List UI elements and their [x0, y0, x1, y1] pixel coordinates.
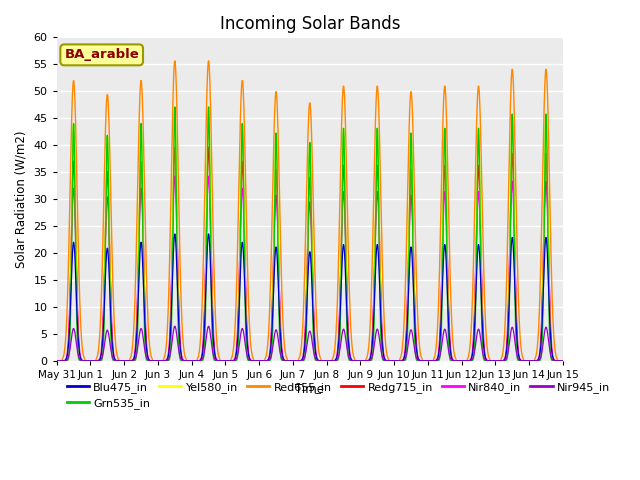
Legend: Blu475_in, Grn535_in, Yel580_in, Red655_in, Redg715_in, Nir840_in, Nir945_in: Blu475_in, Grn535_in, Yel580_in, Red655_… [62, 377, 615, 413]
Text: BA_arable: BA_arable [64, 48, 139, 61]
Line: Red655_in: Red655_in [57, 61, 563, 361]
Redg715_in [456, 358, 464, 364]
Blu475_in [529, 358, 536, 364]
Nir945_in [324, 358, 332, 364]
Nir840_in [171, 173, 179, 179]
Blu475_in [324, 358, 332, 364]
Line: Redg715_in: Redg715_in [57, 147, 563, 361]
Nir840_in [515, 346, 522, 351]
Nir840_in [194, 358, 202, 364]
Line: Nir840_in: Nir840_in [57, 176, 563, 361]
Yel580_in [559, 358, 566, 364]
Nir945_in [171, 324, 179, 329]
Grn535_in [515, 357, 522, 363]
Nir840_in [559, 358, 566, 364]
Redg715_in [324, 358, 332, 364]
Nir840_in [53, 358, 61, 364]
Line: Yel580_in: Yel580_in [57, 107, 563, 361]
Blu475_in [456, 358, 464, 364]
Line: Nir945_in: Nir945_in [57, 326, 563, 361]
Red655_in [53, 358, 61, 364]
Red655_in [529, 358, 536, 364]
Yel580_in [53, 358, 61, 364]
Redg715_in [194, 358, 202, 364]
Red655_in [559, 358, 566, 364]
Red655_in [324, 358, 332, 364]
Grn535_in [529, 358, 536, 364]
Nir840_in [324, 358, 332, 364]
Yel580_in [324, 358, 332, 364]
Blu475_in [335, 333, 343, 339]
Yel580_in [335, 340, 343, 346]
Redg715_in [515, 351, 522, 357]
Nir945_in [194, 358, 202, 364]
Grn535_in [335, 351, 343, 357]
Red655_in [515, 285, 522, 291]
Blu475_in [194, 358, 202, 364]
Nir945_in [335, 351, 343, 357]
Yel580_in [171, 104, 179, 110]
Blu475_in [171, 231, 179, 237]
Yel580_in [194, 358, 202, 364]
Grn535_in [194, 358, 202, 364]
Y-axis label: Solar Radiation (W/m2): Solar Radiation (W/m2) [15, 131, 28, 268]
Nir945_in [529, 358, 536, 364]
Grn535_in [53, 358, 61, 364]
Redg715_in [171, 144, 179, 150]
Nir840_in [335, 322, 343, 328]
Grn535_in [324, 358, 332, 364]
Redg715_in [559, 358, 566, 364]
Red655_in [171, 58, 179, 64]
Redg715_in [529, 358, 536, 364]
Title: Incoming Solar Bands: Incoming Solar Bands [220, 15, 400, 33]
Blu475_in [53, 358, 61, 364]
Yel580_in [456, 358, 464, 364]
Nir945_in [456, 358, 464, 364]
Red655_in [456, 358, 464, 364]
Blu475_in [515, 349, 522, 355]
Red655_in [194, 355, 202, 360]
Yel580_in [515, 355, 522, 361]
Nir840_in [529, 358, 536, 364]
Blu475_in [559, 358, 566, 364]
Nir840_in [456, 358, 464, 364]
Yel580_in [529, 358, 536, 364]
Line: Blu475_in: Blu475_in [57, 234, 563, 361]
Redg715_in [335, 330, 343, 336]
Grn535_in [456, 358, 464, 364]
Nir945_in [515, 356, 522, 361]
Redg715_in [53, 358, 61, 364]
X-axis label: Time: Time [295, 383, 324, 396]
Grn535_in [559, 358, 566, 364]
Nir945_in [559, 358, 566, 364]
Nir945_in [53, 358, 61, 364]
Red655_in [335, 235, 343, 240]
Line: Grn535_in: Grn535_in [57, 107, 563, 361]
Grn535_in [171, 104, 179, 110]
